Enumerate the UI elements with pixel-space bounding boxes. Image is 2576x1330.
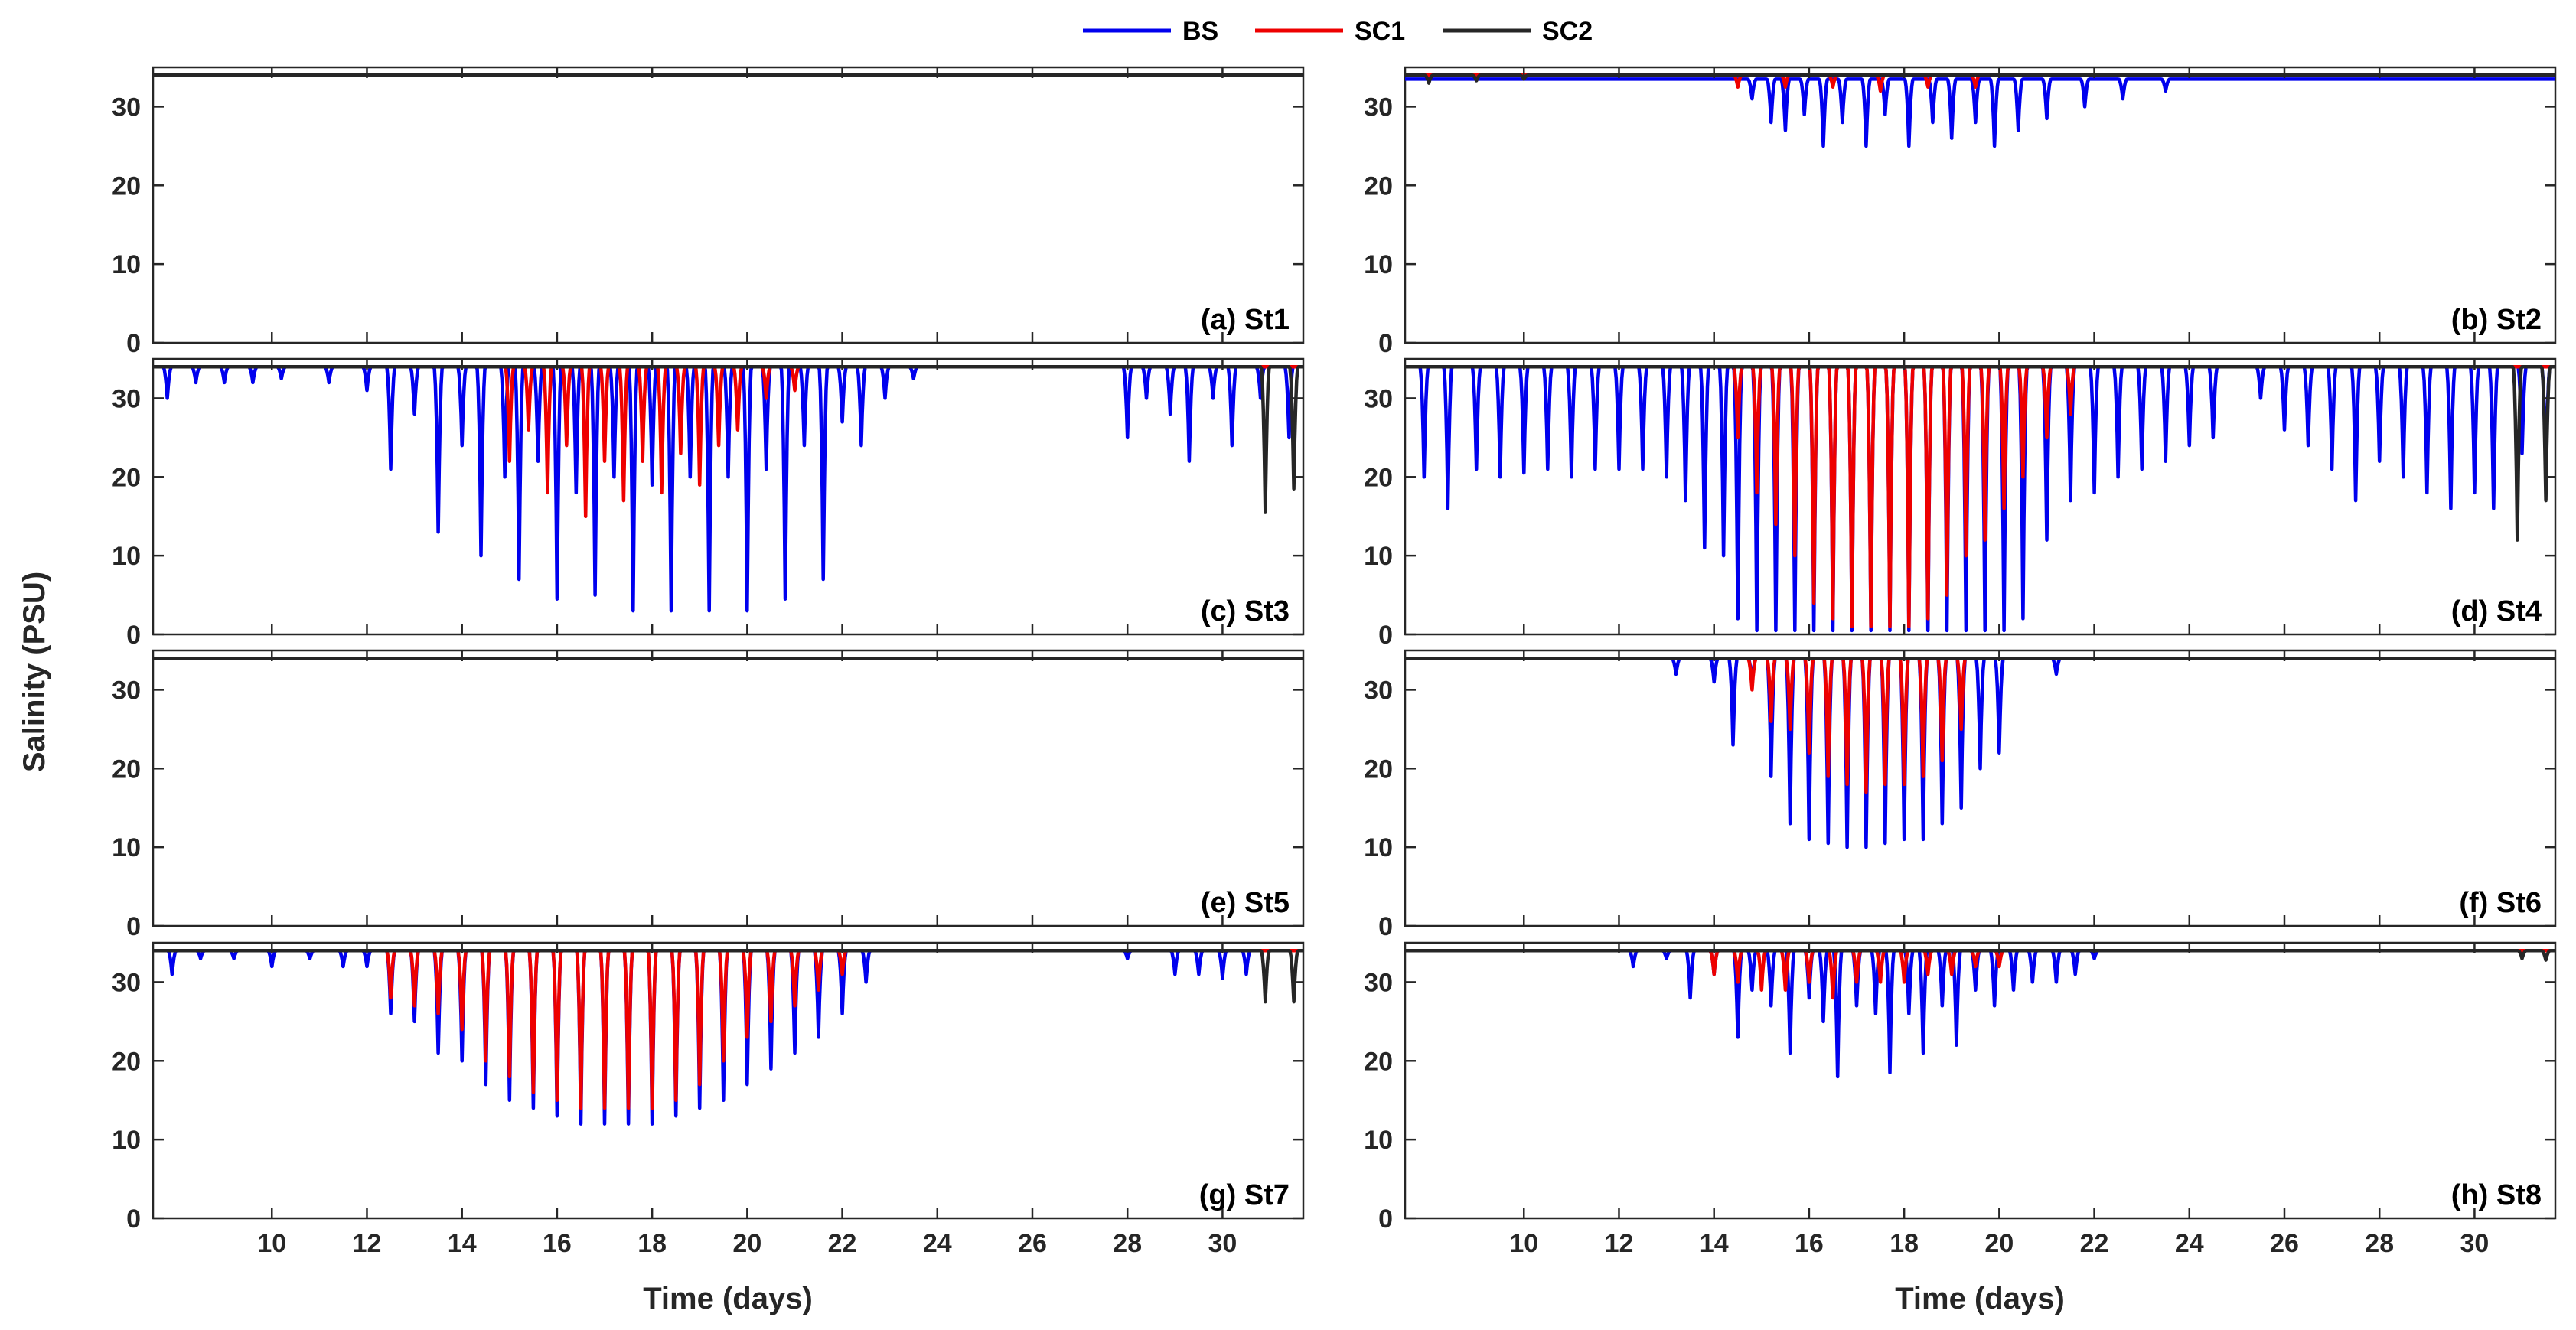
x-tick-label: 10	[257, 1229, 286, 1258]
y-tick-label: 10	[112, 542, 141, 571]
panel-1: 0 10 20 30 (a) St1	[112, 66, 1305, 358]
x-tick-label: 30	[2460, 1229, 2490, 1258]
x-tick-label: 30	[1208, 1229, 1237, 1258]
series-line-sc2	[153, 949, 1303, 1004]
axis-frame	[1404, 66, 2557, 344]
series-line-sc2	[1405, 949, 2555, 962]
x-tick-label: 14	[448, 1229, 477, 1258]
y-tick-label: 30	[112, 968, 141, 997]
y-tick-label: 30	[112, 93, 141, 122]
y-tick-label: 20	[112, 171, 141, 200]
legend: BS SC1 SC2	[1083, 17, 1593, 46]
x-tick-label: 28	[1113, 1229, 1142, 1258]
panel-label: (e) St5	[1201, 887, 1290, 919]
y-tick-label: 30	[112, 384, 141, 413]
legend-label-sc1: SC1	[1355, 17, 1405, 46]
legend-label-sc2: SC2	[1542, 17, 1593, 46]
series-group	[153, 949, 1303, 1126]
axis-frame	[1404, 649, 2557, 927]
x-tick-label: 22	[828, 1229, 857, 1258]
panels: 0 10 20 30 (a) St1 0 10 20 30 (b) St2 0 10 20 30 (c) S…	[112, 66, 2557, 1258]
panel-2: 0 10 20 30 (b) St2	[1364, 66, 2557, 358]
panel-label: (h) St8	[2451, 1179, 2542, 1211]
y-tick-label: 0	[1378, 329, 1393, 358]
x-tick-label: 16	[1795, 1229, 1824, 1258]
y-tick-label: 10	[1364, 250, 1393, 279]
x-tick-label: 26	[1018, 1229, 1047, 1258]
y-tick-label: 20	[112, 463, 141, 492]
y-tick-label: 30	[1364, 93, 1393, 122]
y-tick-label: 30	[1364, 676, 1393, 705]
y-tick-label: 0	[1378, 1204, 1393, 1234]
x-axis-label-left: Time (days)	[643, 1282, 813, 1315]
y-tick-label: 20	[112, 755, 141, 784]
axis-frame	[152, 941, 1305, 1220]
legend-label-bs: BS	[1182, 17, 1218, 46]
series-line-bs	[1405, 77, 2555, 148]
series-group	[1405, 657, 2555, 849]
y-tick-label: 20	[1364, 1047, 1393, 1076]
series-line-sc2	[1405, 73, 2555, 85]
panel-3: 0 10 20 30 (c) St3	[112, 357, 1305, 650]
y-tick-label: 10	[1364, 833, 1393, 862]
series-line-sc2	[153, 365, 1303, 514]
panel-label: (g) St7	[1199, 1179, 1290, 1211]
y-tick-label: 30	[112, 676, 141, 705]
y-tick-label: 20	[112, 1047, 141, 1076]
series-group	[153, 365, 1303, 613]
axis-frame	[1404, 941, 2557, 1220]
x-tick-label: 18	[637, 1229, 667, 1258]
y-tick-label: 20	[1364, 755, 1393, 784]
panel-8: 10 12 14 16 18 20 22 24 26 28 30 0 10 20 30 (h) St8	[1364, 941, 2557, 1258]
panel-label: (b) St2	[2451, 304, 2542, 336]
y-tick-label: 20	[1364, 463, 1393, 492]
x-tick-label: 16	[543, 1229, 572, 1258]
x-tick-label: 20	[1984, 1229, 2014, 1258]
x-tick-label: 14	[1700, 1229, 1729, 1258]
y-tick-label: 30	[1364, 968, 1393, 997]
y-tick-label: 20	[1364, 171, 1393, 200]
y-tick-label: 10	[1364, 1126, 1393, 1155]
y-tick-label: 0	[1378, 621, 1393, 650]
x-tick-label: 18	[1890, 1229, 1919, 1258]
axis-frame	[152, 357, 1305, 636]
series-group	[1405, 365, 2555, 633]
y-tick-label: 0	[126, 621, 141, 650]
series-line-sc2	[1405, 365, 2555, 542]
y-axis-label: Salinity (PSU)	[18, 572, 51, 772]
x-tick-label: 22	[2080, 1229, 2109, 1258]
panel-7: 10 12 14 16 18 20 22 24 26 28 30 0 10 20 30 (g) St7	[112, 941, 1305, 1258]
x-tick-label: 12	[353, 1229, 382, 1258]
panel-label: (d) St4	[2451, 595, 2542, 628]
x-tick-label: 24	[923, 1229, 952, 1258]
x-tick-label: 24	[2175, 1229, 2204, 1258]
axis-frame	[152, 66, 1305, 344]
x-tick-label: 20	[732, 1229, 761, 1258]
panel-5: 0 10 20 30 (e) St5	[112, 649, 1305, 941]
panel-4: 0 10 20 30 (d) St4	[1364, 357, 2557, 650]
x-axis-label-right: Time (days)	[1895, 1282, 2065, 1315]
y-tick-label: 30	[1364, 384, 1393, 413]
y-tick-label: 0	[126, 329, 141, 358]
panel-label: (f) St6	[2459, 887, 2542, 919]
y-tick-label: 10	[112, 250, 141, 279]
y-tick-label: 10	[1364, 542, 1393, 571]
x-tick-label: 26	[2270, 1229, 2299, 1258]
y-tick-label: 10	[112, 1126, 141, 1155]
y-tick-label: 0	[1378, 912, 1393, 941]
panel-6: 0 10 20 30 (f) St6	[1364, 649, 2557, 941]
x-tick-label: 12	[1605, 1229, 1634, 1258]
series-group	[1405, 949, 2555, 1079]
x-tick-label: 28	[2365, 1229, 2394, 1258]
x-tick-label: 10	[1509, 1229, 1538, 1258]
series-group	[1405, 73, 2555, 148]
panel-label: (c) St3	[1201, 595, 1290, 628]
y-tick-label: 10	[112, 833, 141, 862]
axis-frame	[152, 649, 1305, 927]
y-tick-label: 0	[126, 1204, 141, 1234]
y-tick-label: 0	[126, 912, 141, 941]
panel-label: (a) St1	[1201, 304, 1290, 336]
